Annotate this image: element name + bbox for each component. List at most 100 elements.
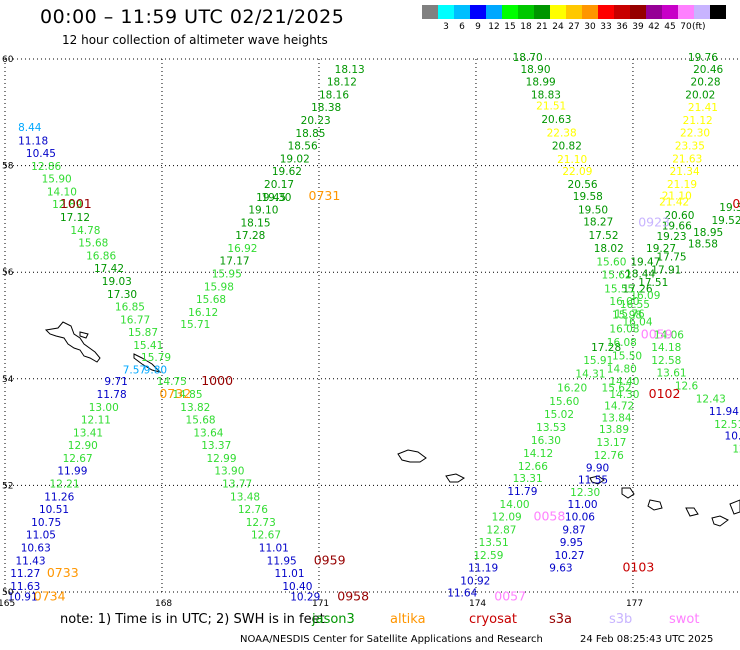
colorbar-tick-label: 9 <box>475 22 481 32</box>
pass-time-label: 1001 <box>60 196 92 211</box>
colorbar-tick-label: 39 <box>632 22 644 32</box>
wave-height-value: 16.92 <box>227 243 257 255</box>
aleutian-island-h <box>729 499 740 515</box>
coastline <box>44 321 740 527</box>
pass-time-label: 0731 <box>309 188 341 203</box>
pass-time-label: 0103 <box>622 560 654 575</box>
wave-height-value: 17.52 <box>588 230 618 242</box>
colorbar-swatch <box>646 5 662 19</box>
wave-height-value: 11.55 <box>578 474 608 486</box>
wave-height-value: 11.78 <box>97 389 127 401</box>
wave-height-value: 21.19 <box>667 179 697 191</box>
colorbar-unit: (ft) <box>692 22 706 32</box>
wave-height-value: 19.10 <box>248 205 278 217</box>
wave-height-value: 19.30 <box>261 192 291 204</box>
wave-height-value: 18.13 <box>335 64 365 76</box>
latitude-label: 54 <box>2 375 14 385</box>
aleutian-island-c <box>589 475 605 485</box>
wave-height-value: 15.55 <box>604 283 634 295</box>
wave-height-value: 19.02 <box>280 153 310 165</box>
credit-line: NOAA/NESDIS Center for Satellite Applica… <box>240 634 543 645</box>
wave-height-value: 22.30 <box>680 127 710 139</box>
colorbar-tick-label: 27 <box>568 22 580 32</box>
wave-height-value: 16.77 <box>120 314 150 326</box>
wave-height-value: 17.51 <box>638 277 668 289</box>
wave-height-value: 18.85 <box>295 128 325 140</box>
pass-time-label: 0058 <box>534 509 566 524</box>
aleutian-island-e <box>647 499 663 511</box>
wave-height-value: 10.40 <box>282 581 312 593</box>
wave-height-value: 11.01 <box>274 568 304 580</box>
colorbar-tick-label: 30 <box>584 22 596 32</box>
wave-height-value: 13.77 <box>222 479 252 491</box>
wave-height-value: 13.41 <box>73 427 103 439</box>
wave-height-value: 18.16 <box>319 89 349 101</box>
pass-time-label: 0101 <box>732 196 740 211</box>
pass-time-label: 0732 <box>159 386 191 401</box>
graticule <box>4 58 740 593</box>
wave-height-value: 15.71 <box>180 319 210 331</box>
colorbar-swatch <box>614 5 630 19</box>
wave-height-value: 20.46 <box>693 64 723 76</box>
wave-height-value: 17.12 <box>60 212 90 224</box>
wave-height-value: 10.45 <box>26 148 56 160</box>
wave-height-value: 10.63 <box>21 542 51 554</box>
colorbar-swatch <box>566 5 582 19</box>
legend-jason3: jason3 <box>312 612 355 627</box>
pass-time-label: 0733 <box>47 565 79 580</box>
pass-time-label: 0923 <box>638 214 670 229</box>
wave-height-value: 14.72 <box>604 401 634 413</box>
footer-note: note: 1) Time is in UTC; 2) SWH is in fe… <box>60 612 325 627</box>
wave-height-value: 15.95 <box>212 269 242 281</box>
wave-height-value: 13.82 <box>180 402 210 414</box>
colorbar-tick-label: 42 <box>648 22 660 32</box>
wave-height-value: 17.17 <box>220 256 250 268</box>
wave-height-value: 20.82 <box>552 141 582 153</box>
longitude-label: 171 <box>312 599 329 609</box>
wave-height-value: 12.11 <box>81 415 111 427</box>
wave-height-value: 21.34 <box>670 166 700 178</box>
wave-height-value: 19.58 <box>573 191 603 203</box>
wave-height-value: 12.89 <box>52 199 82 211</box>
wave-height-value: 13.61 <box>657 368 687 380</box>
wave-height-value: 14.80 <box>607 363 637 375</box>
latitude-label: 50 <box>2 588 14 598</box>
wave-height-value: 15.87 <box>128 327 158 339</box>
wave-height-value: 10.06 <box>565 512 595 524</box>
colorbar-tick-label: 33 <box>600 22 612 32</box>
wave-height-value: 19.62 <box>272 166 302 178</box>
wave-height-value: 15.68 <box>196 294 226 306</box>
wave-height-value: 14.18 <box>651 342 681 354</box>
wave-height-value: 15.62 <box>602 383 632 395</box>
colorbar-swatch <box>662 5 678 19</box>
wave-height-value: 12.51 <box>714 419 740 431</box>
wave-height-value: 15.98 <box>204 281 234 293</box>
aleutian-island-a <box>397 449 427 463</box>
wave-height-value: 15.02 <box>544 409 574 421</box>
colorbar-tick-label: 6 <box>459 22 465 32</box>
wave-height-value: 9.95 <box>560 537 583 549</box>
wave-height-value: 16.08 <box>607 337 637 349</box>
wave-height-value: 16.04 <box>622 317 652 329</box>
wave-height-value: 12.35 <box>732 443 740 455</box>
wave-height-value: 16.30 <box>531 435 561 447</box>
wave-height-value: 12.67 <box>251 530 281 542</box>
wave-height-value: 15.90 <box>42 174 72 186</box>
wave-height-value: 18.15 <box>240 217 270 229</box>
wave-height-value: 20.63 <box>541 114 571 126</box>
wave-height-value: 13.48 <box>230 491 260 503</box>
wave-height-value: 14.06 <box>654 329 684 341</box>
wave-height-value: 17.30 <box>107 289 137 301</box>
wave-height-value: 12.66 <box>518 461 548 473</box>
wave-height-value: 14.75 <box>157 376 187 388</box>
wave-height-value: 18.58 <box>688 239 718 251</box>
wave-height-value: 19.45 <box>256 192 286 204</box>
page-title: 00:00 – 11:59 UTC 02/21/2025 <box>40 6 345 28</box>
longitude-label: 165 <box>0 599 15 609</box>
wave-height-value: 13.90 <box>214 466 244 478</box>
wave-height-value: 16.09 <box>630 290 660 302</box>
colorbar-swatch <box>454 5 470 19</box>
pass-time-label: 0057 <box>494 589 526 604</box>
wave-height-value: 19.50 <box>578 205 608 217</box>
